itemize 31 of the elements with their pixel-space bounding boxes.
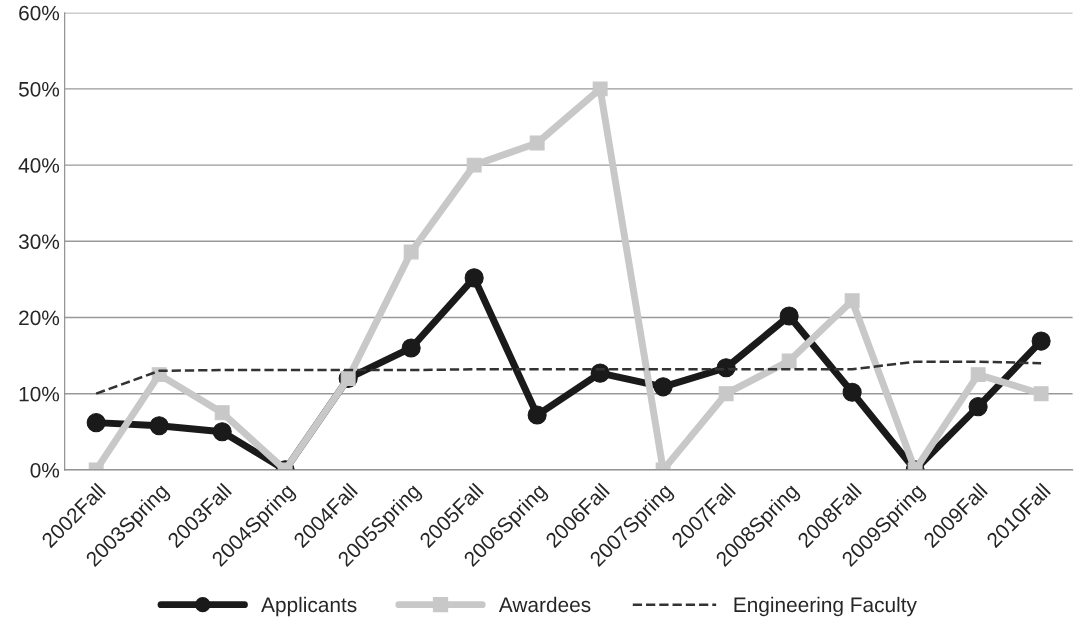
y-tick-label: 30% — [18, 234, 60, 250]
point — [464, 268, 484, 288]
point — [653, 377, 673, 397]
y-tick-label: 40% — [18, 158, 60, 173]
y-tick-label: 10% — [19, 386, 60, 402]
y-tick-label: 50% — [18, 81, 60, 97]
point — [401, 338, 421, 358]
point — [842, 382, 862, 402]
y-tick-label: 0% — [30, 462, 60, 478]
point — [86, 413, 106, 433]
point — [214, 405, 230, 421]
legend-label: Awardees — [498, 596, 591, 613]
point — [970, 367, 986, 383]
point — [212, 422, 232, 442]
point — [779, 306, 799, 326]
point — [527, 405, 547, 425]
point — [781, 353, 797, 369]
point — [592, 81, 608, 97]
point — [1031, 331, 1051, 351]
point — [1033, 386, 1049, 402]
point — [718, 386, 734, 402]
point — [403, 244, 419, 260]
y-tick-label: 60% — [19, 5, 60, 21]
point — [466, 157, 482, 173]
point — [968, 397, 988, 417]
point — [844, 293, 860, 309]
legend-label: Engineering Faculty — [734, 596, 917, 617]
point — [529, 135, 545, 151]
point — [149, 416, 169, 436]
legend-label: Applicants — [261, 596, 357, 617]
y-tick-label: 20% — [19, 310, 60, 326]
